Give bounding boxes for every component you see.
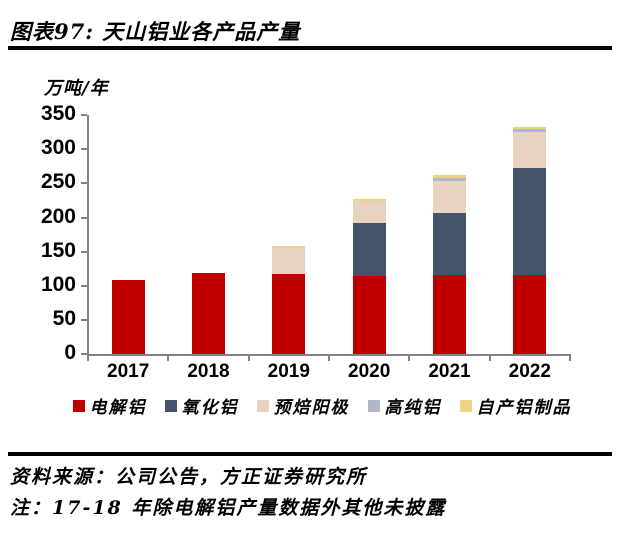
y-tick-mark bbox=[81, 318, 87, 321]
legend-label: 预焙阳极 bbox=[273, 398, 350, 418]
x-tick-label: 2020 bbox=[348, 361, 391, 382]
bar-segment bbox=[272, 247, 306, 275]
y-axis-unit-label: 万吨/年 bbox=[44, 78, 109, 99]
y-tick-mark bbox=[81, 284, 87, 287]
y-tick-label: 250 bbox=[40, 170, 76, 194]
x-tick-mark bbox=[488, 354, 491, 361]
legend-item: 高纯铝 bbox=[367, 393, 442, 418]
y-tick-label: 150 bbox=[40, 238, 76, 262]
figure-title: 图表97: 天山铝业各产品产量 bbox=[10, 19, 301, 44]
bar-segment bbox=[432, 177, 466, 181]
bar-segment bbox=[111, 279, 145, 354]
legend-item: 自产铝制品 bbox=[459, 393, 572, 418]
x-tick-label: 2018 bbox=[187, 361, 230, 382]
bar-segment bbox=[513, 168, 547, 275]
disclosure-note: 注：17-18 年除电解铝产量数据外其他未披露 bbox=[10, 497, 447, 519]
bar-segment bbox=[513, 132, 547, 169]
x-tick-mark bbox=[408, 354, 411, 361]
y-tick-label: 100 bbox=[40, 272, 76, 296]
legend-label: 自产铝制品 bbox=[476, 398, 572, 418]
bar-segment bbox=[272, 274, 306, 354]
y-tick-mark bbox=[81, 182, 87, 185]
y-tick-label: 0 bbox=[64, 341, 76, 364]
legend-label: 电解铝 bbox=[89, 398, 147, 418]
bar-segment bbox=[352, 276, 386, 354]
source-note: 资料来源：公司公告，方正证券研究所 bbox=[10, 466, 368, 488]
y-tick-mark bbox=[81, 250, 87, 253]
y-axis-line bbox=[87, 114, 89, 356]
bar-segment bbox=[191, 273, 225, 354]
bar-segment bbox=[432, 212, 466, 275]
y-tick-label: 50 bbox=[52, 306, 76, 330]
bar-segment bbox=[513, 274, 547, 354]
y-tick-mark bbox=[81, 216, 87, 219]
x-tick-label: 2021 bbox=[428, 361, 471, 382]
legend-item: 预焙阳极 bbox=[256, 393, 350, 418]
legend-swatch bbox=[72, 399, 85, 412]
y-tick-mark bbox=[81, 114, 87, 117]
bar-segment bbox=[513, 126, 547, 129]
bar-segment bbox=[352, 199, 386, 202]
x-tick-mark bbox=[167, 354, 170, 361]
legend-swatch bbox=[164, 399, 177, 412]
bar-segment bbox=[352, 201, 386, 223]
legend-label: 高纯铝 bbox=[384, 398, 442, 418]
x-tick-mark bbox=[87, 354, 89, 361]
legend-item: 氧化铝 bbox=[164, 393, 239, 418]
x-tick-mark bbox=[247, 354, 250, 361]
y-tick-label: 200 bbox=[40, 204, 76, 228]
bar-segment bbox=[432, 175, 466, 178]
x-tick-label: 2019 bbox=[267, 361, 310, 382]
y-tick-mark bbox=[81, 148, 87, 151]
top-divider bbox=[8, 46, 612, 50]
y-tick-mark bbox=[81, 353, 87, 355]
legend-swatch bbox=[367, 399, 380, 412]
bar-segment bbox=[272, 245, 306, 248]
x-tick-mark bbox=[327, 354, 330, 361]
bar-segment bbox=[432, 274, 466, 354]
bar-segment bbox=[513, 128, 547, 133]
bar-segment bbox=[432, 180, 466, 213]
legend-label: 氧化铝 bbox=[181, 398, 239, 418]
legend-item: 电解铝 bbox=[72, 393, 147, 418]
x-tick-label: 2017 bbox=[107, 361, 150, 382]
y-tick-label: 300 bbox=[40, 136, 76, 160]
legend-swatch bbox=[256, 399, 269, 412]
x-tick-mark bbox=[568, 354, 571, 361]
x-tick-label: 2022 bbox=[508, 361, 551, 382]
bar-segment bbox=[352, 223, 386, 277]
bottom-divider bbox=[8, 452, 612, 456]
y-tick-label: 350 bbox=[40, 102, 76, 126]
legend-swatch bbox=[459, 399, 472, 412]
chart-legend: 电解铝 氧化铝 预焙阳极 高纯铝 自产铝制品 bbox=[0, 393, 644, 418]
